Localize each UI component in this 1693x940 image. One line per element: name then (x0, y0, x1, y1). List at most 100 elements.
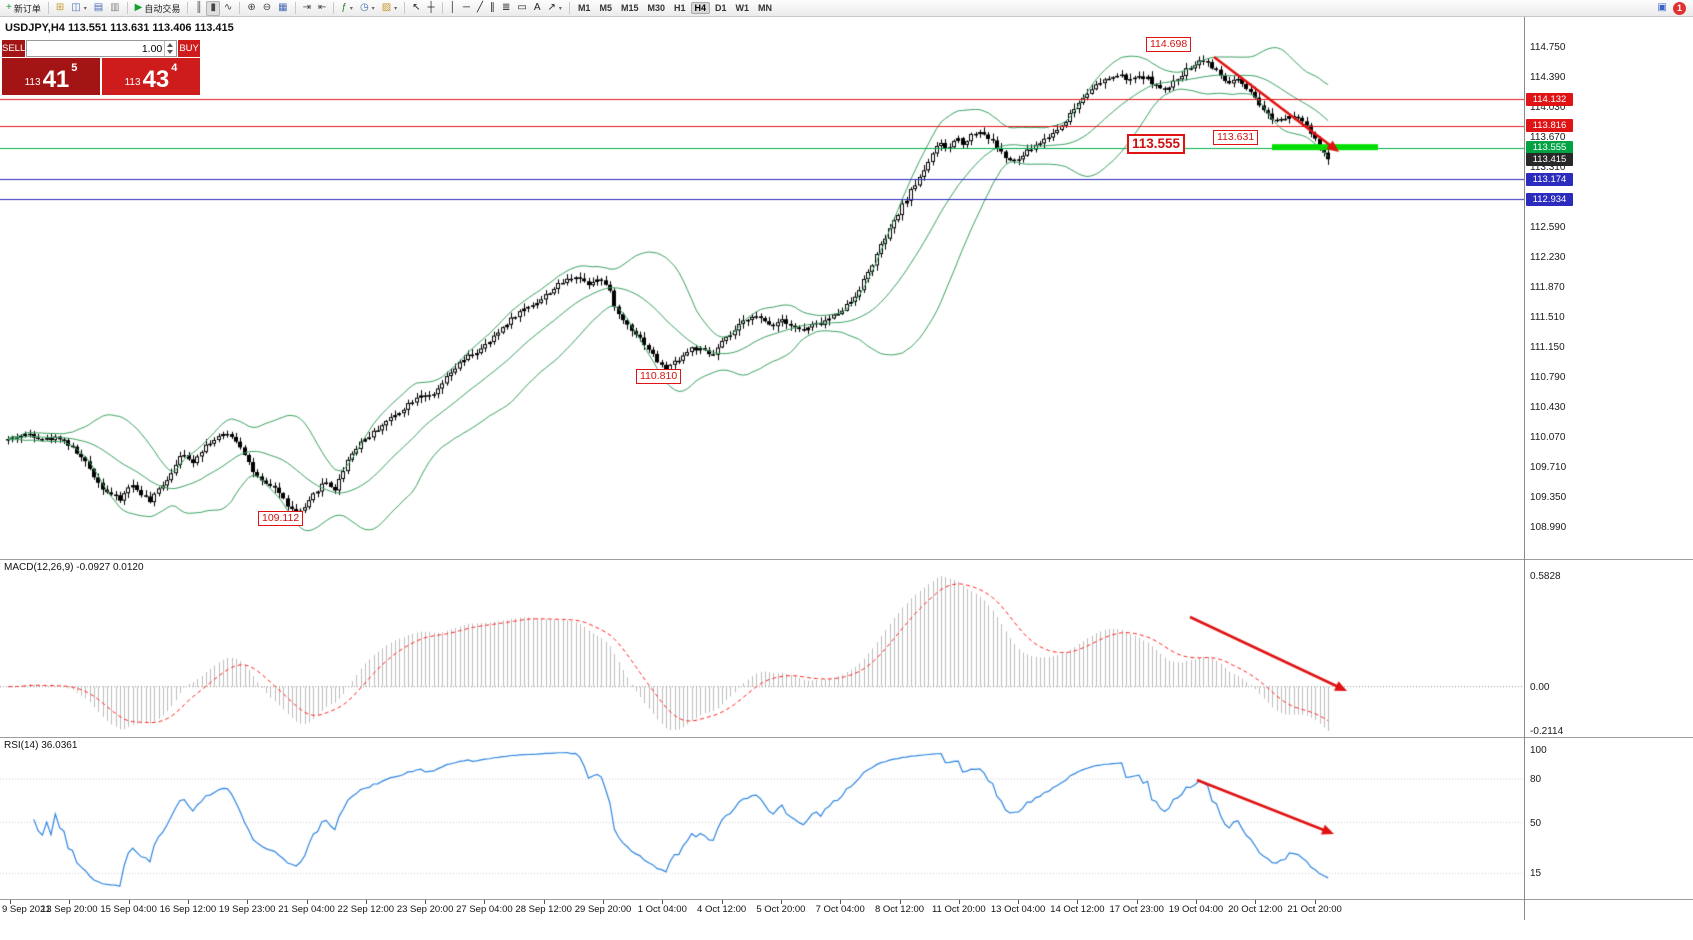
price-level-tag: 113.816 (1526, 119, 1573, 133)
time-axis-tick (543, 900, 545, 904)
time-axis-tick (247, 900, 249, 904)
volume-field (26, 40, 178, 57)
price-chart-canvas[interactable] (0, 17, 1524, 560)
timeframe-m30-button[interactable]: M30 (647, 3, 665, 13)
timeframe-h4-button[interactable]: H4 (690, 2, 711, 14)
market-watch-icon: ▤ (93, 2, 104, 13)
price-annotation-label: 110.810 (636, 369, 682, 384)
indicators-icon[interactable]: ƒ ▾ (338, 1, 356, 16)
sell-price-prefix: 113 (24, 77, 41, 88)
timeframe-w1-button[interactable]: W1 (735, 3, 750, 13)
price-axis-tick: 109.350 (1530, 492, 1567, 503)
volume-spinner[interactable] (164, 41, 176, 56)
equidistant-channel-icon[interactable]: ∥ (487, 1, 498, 16)
toolbar-separator (294, 2, 296, 14)
new-order-button[interactable]: + 新订单 (3, 1, 44, 16)
auto-scroll-icon[interactable]: ⇥ (300, 1, 314, 16)
sell-price-main: 41 (42, 66, 70, 93)
tile-windows-icon: ▦ (278, 2, 288, 13)
volume-input[interactable] (27, 41, 165, 56)
price-axis-tick: 110.790 (1530, 372, 1566, 383)
panel-separator[interactable] (0, 737, 1693, 738)
time-axis-label: 13 Oct 04:00 (990, 904, 1046, 915)
fibonacci-icon[interactable]: ≣ (499, 1, 513, 16)
zoom-in-icon[interactable]: ⊕ (244, 1, 258, 16)
zoom-in-icon: ⊕ (247, 2, 256, 13)
timeframe-d1-button[interactable]: D1 (715, 3, 727, 13)
caret-down-icon: ▾ (349, 5, 353, 12)
time-axis-label: 16 Sep 12:00 (159, 904, 217, 915)
auto-scroll-icon: ⇥ (302, 2, 311, 13)
arrow-tools-icon: ↗ (547, 2, 556, 13)
shapes-icon[interactable]: ▭ (514, 1, 529, 16)
vertical-line-icon: │ (449, 2, 456, 13)
shapes-icon: ▭ (517, 2, 527, 13)
price-axis-tick: 114.750 (1530, 42, 1566, 53)
vertical-line-icon[interactable]: │ (447, 1, 459, 16)
data-window-icon[interactable]: ▥ (107, 1, 122, 16)
time-axis-label: 20 Oct 12:00 (1228, 904, 1283, 915)
timeframe-m15-button[interactable]: M15 (620, 3, 639, 13)
chart-window-icon[interactable]: ⊞ (53, 1, 67, 16)
timeframe-h1-button[interactable]: H1 (674, 3, 686, 13)
sell-label: SELL (2, 40, 26, 57)
price-axis-tick: 114.390 (1530, 72, 1566, 83)
notification-badge[interactable]: 1 (1673, 1, 1686, 15)
time-axis-tick (1255, 900, 1257, 904)
price-axis-tick: 114.030 (1530, 102, 1566, 113)
time-axis-label: 28 Sep 12:00 (515, 904, 572, 915)
profiles-icon[interactable]: ◫ ▾ (68, 1, 89, 16)
market-watch-icon[interactable]: ▤ (91, 1, 106, 16)
templates-icon: ▨ (381, 2, 392, 13)
time-axis-tick (899, 900, 901, 904)
cursor-icon[interactable]: ↖ (409, 1, 423, 16)
time-axis-tick (603, 900, 604, 904)
time-axis-label: 15 Sep 04:00 (100, 904, 157, 915)
zoom-out-icon[interactable]: ⊖ (260, 1, 274, 16)
chart-window-icon: ⊞ (55, 2, 65, 13)
price-level-tag: 113.174 (1526, 172, 1573, 186)
crosshair-icon[interactable]: ┼ (425, 1, 438, 16)
spinner-down-icon[interactable] (165, 49, 176, 57)
rsi-indicator-canvas[interactable] (0, 738, 1524, 900)
time-axis-label: 8 Oct 12:00 (874, 904, 925, 915)
rsi-level-15: 15 (1530, 868, 1542, 880)
macd-indicator-canvas[interactable] (0, 560, 1524, 738)
price-level-tag: 113.555 (1526, 141, 1573, 155)
equidistant-channel-icon: ∥ (490, 2, 496, 13)
buy-button[interactable]: 113 43 4 (102, 58, 200, 95)
trendline-icon[interactable]: ╱ (474, 1, 486, 16)
spinner-up-icon[interactable] (165, 41, 176, 49)
horizontal-line-icon[interactable]: ─ (460, 1, 473, 16)
price-level-tag: 112.934 (1526, 192, 1573, 206)
time-axis-tick (1077, 900, 1079, 904)
rsi-level-50: 50 (1530, 817, 1542, 829)
timeframe-mn-button[interactable]: MN (758, 3, 773, 13)
chart-shift-icon[interactable]: ⇤ (315, 1, 329, 16)
timeframe-m5-button[interactable]: M5 (599, 3, 612, 13)
autotrade-button[interactable]: ▶ 自动交易 (132, 1, 184, 16)
periods-icon[interactable]: ◷ ▾ (357, 1, 378, 16)
price-annotation-label: 113.555 (1127, 134, 1186, 154)
toolbar-separator (441, 2, 443, 14)
tile-windows-icon[interactable]: ▦ (275, 1, 290, 16)
bars-chart-icon[interactable]: ║ (192, 1, 205, 16)
crosshair-icon: ┼ (427, 2, 435, 13)
rsi-level-80: 80 (1530, 774, 1542, 785)
toolbar-separator (568, 2, 570, 14)
templates-icon[interactable]: ▨ ▾ (379, 1, 400, 16)
arrow-tools-icon[interactable]: ↗ ▾ (545, 1, 565, 16)
candlestick-chart-icon[interactable]: ▮ (206, 0, 220, 16)
sell-button[interactable]: 113 41 5 (2, 58, 100, 95)
line-chart-icon[interactable]: ∿ (221, 1, 235, 16)
price-axis-tick: 111.870 (1530, 282, 1565, 293)
panel-separator[interactable] (0, 559, 1693, 560)
chart-profile-icon[interactable]: ▣ (1657, 2, 1667, 13)
time-axis-label: 23 Sep 20:00 (396, 904, 454, 915)
time-axis-tick (69, 900, 71, 904)
price-axis-border (1524, 17, 1525, 920)
timeframe-m1-button[interactable]: M1 (577, 3, 591, 13)
current-price-tag: 113.415 (1526, 152, 1573, 166)
text-label-icon[interactable]: A (531, 1, 544, 16)
